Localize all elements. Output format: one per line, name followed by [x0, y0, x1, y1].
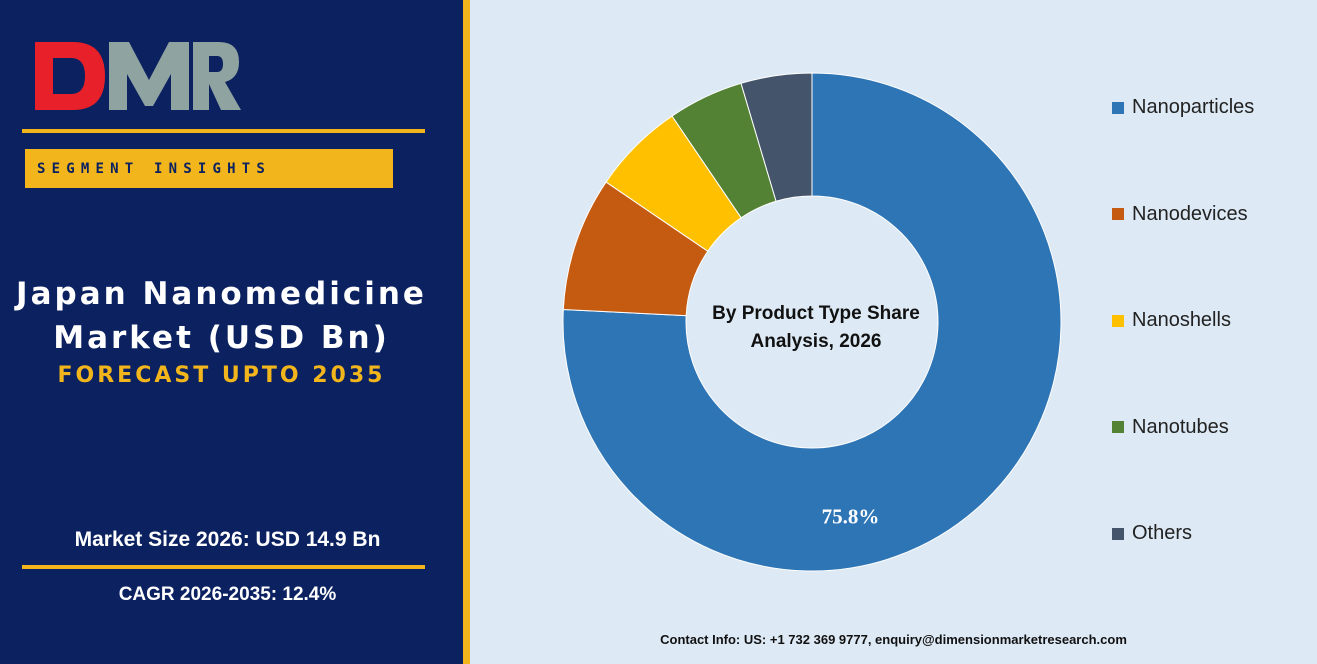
legend-swatch	[1112, 421, 1124, 433]
legend-item-nanoshells: Nanoshells	[1112, 309, 1231, 332]
legend-swatch	[1112, 527, 1124, 540]
segment-insights-badge: SEGMENT INSIGHTS	[25, 149, 393, 188]
logo-letter-r	[193, 42, 241, 110]
segment-insights-label: SEGMENT INSIGHTS	[37, 160, 272, 177]
legend-label: Nanoparticles	[1132, 96, 1255, 118]
legend-label: Others	[1132, 522, 1193, 544]
logo-letter-d	[35, 42, 105, 110]
slice-nanoparticles	[562, 72, 1062, 572]
legend-swatch	[1112, 314, 1124, 327]
bottom-accent-line	[22, 565, 425, 569]
dmr-logo	[35, 42, 241, 110]
legend-item-nanoparticles: Nanoparticles	[1112, 96, 1254, 119]
title-line-1: Japan Nanomedicine	[16, 276, 427, 312]
legend-label: Nanoshells	[1132, 309, 1231, 331]
center-label-line-2: Analysis, 2026	[751, 331, 882, 352]
logo-letter-m	[109, 42, 189, 110]
slice-others	[740, 72, 813, 202]
title-line-2: Market (USD Bn)	[53, 320, 390, 356]
left-panel	[0, 0, 463, 664]
donut-slices	[562, 72, 1062, 572]
legend-swatch	[1112, 101, 1124, 114]
data-label-nanoparticles: 75.8%	[822, 504, 880, 528]
legend-item-others: Others	[1112, 522, 1192, 545]
top-accent-line	[22, 129, 425, 133]
legend-label: Nanodevices	[1132, 202, 1248, 225]
contact-info: Contact Info: US: +1 732 369 9777, enqui…	[660, 632, 1127, 647]
market-size-stat: Market Size 2026: USD 14.9 Bn	[74, 528, 381, 551]
forecast-subtitle: FORECAST UPTO 2035	[57, 363, 386, 388]
legend-item-nanodevices: Nanodevices	[1112, 203, 1248, 226]
legend-swatch	[1112, 208, 1124, 220]
panel-divider	[463, 0, 470, 664]
center-label-line-1: By Product Type Share	[712, 303, 920, 324]
legend-item-nanotubes: Nanotubes	[1112, 416, 1229, 439]
legend-label: Nanotubes	[1132, 415, 1229, 438]
cagr-stat: CAGR 2026-2035: 12.4%	[118, 584, 337, 605]
